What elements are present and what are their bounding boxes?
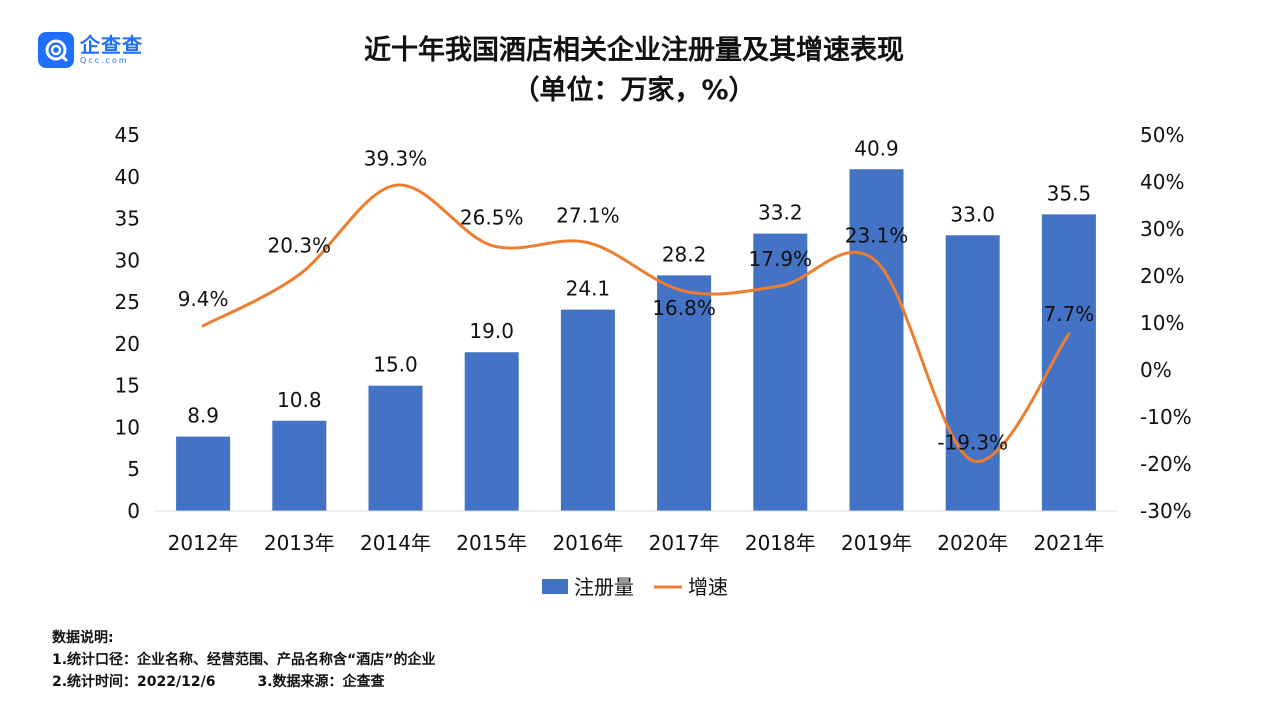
legend-bar-swatch [542, 579, 568, 594]
y-tick-label: 20 [115, 332, 140, 356]
bar [272, 420, 327, 511]
qcc-logo-icon [38, 32, 74, 68]
line-point [778, 284, 782, 288]
y2-tick-label: 0% [1140, 358, 1172, 382]
bar-data-label: 24.1 [566, 277, 611, 301]
y-tick-label: 5 [127, 457, 140, 481]
chart-title: 近十年我国酒店相关企业注册量及其增速表现 [364, 35, 904, 66]
x-tick-label: 2021年 [1033, 531, 1104, 555]
y-tick-label: 10 [115, 415, 140, 439]
y2-tick-label: 30% [1140, 217, 1184, 241]
line-point [586, 241, 590, 245]
line-point [490, 243, 494, 247]
legend-line-label: 增速 [688, 575, 728, 599]
bar [368, 385, 423, 511]
notes-time: 2.统计时间：2022/12/6 [52, 674, 216, 690]
line-data-label: 7.7% [1043, 302, 1094, 326]
x-tick-label: 2017年 [649, 531, 720, 555]
line-data-label: 16.8% [652, 296, 716, 320]
x-tick-label: 2016年 [552, 531, 623, 555]
bar-data-label: 33.0 [950, 202, 995, 226]
line-data-label: -19.3% [937, 431, 1008, 455]
y-tick-label: 0 [127, 499, 140, 523]
bar-data-label: 28.2 [662, 242, 707, 266]
y2-tick-label: 20% [1140, 264, 1184, 288]
x-tick-label: 2014年 [360, 531, 431, 555]
y-tick-label: 30 [115, 248, 140, 272]
line-point [201, 324, 205, 328]
y2-tick-label: -10% [1140, 405, 1192, 429]
line-point [971, 459, 975, 463]
y2-tick-label: -30% [1140, 499, 1192, 523]
bar-data-label: 35.5 [1047, 181, 1092, 205]
line-point [875, 259, 878, 263]
bar [176, 436, 231, 511]
logo-name: 企查查 [80, 33, 143, 57]
x-tick-label: 2015年 [456, 531, 527, 555]
growth-line [202, 183, 1071, 463]
x-tick-label: 2019年 [841, 531, 912, 555]
y-tick-label: 35 [115, 207, 140, 231]
line-point [1067, 332, 1071, 336]
notes-source: 3.数据来源：企查查 [257, 674, 385, 690]
x-tick-label: 2018年 [745, 531, 816, 555]
y2-tick-label: 40% [1140, 170, 1184, 194]
bar-data-label: 15.0 [373, 353, 418, 377]
x-tick-label: 2012年 [168, 531, 239, 555]
logo: 企查查 Qcc.com [38, 32, 143, 68]
line-data-label: 9.4% [178, 287, 229, 311]
chart-subtitle: （单位：万家，%） [512, 75, 756, 106]
notes-line-2: 2.统计时间：2022/12/6 3.数据来源：企查查 [52, 671, 435, 693]
bar [849, 169, 904, 511]
y2-tick-label: -20% [1140, 452, 1192, 476]
line-data-label: 23.1% [845, 223, 909, 247]
bar-data-label: 19.0 [469, 319, 514, 343]
line-point [394, 183, 397, 187]
data-notes: 数据说明: 1.统计口径：企业名称、经营范围、产品名称含“酒店”的企业 2.统计… [52, 627, 435, 693]
y-tick-label: 25 [115, 290, 140, 314]
line-data-label: 17.9% [749, 247, 813, 271]
y-tick-label: 40 [115, 165, 140, 189]
bar [464, 352, 519, 511]
y2-tick-label: 10% [1140, 311, 1184, 335]
line-data-label: 27.1% [556, 204, 620, 228]
bar-data-label: 8.9 [187, 404, 219, 428]
bar [657, 275, 712, 511]
logo-sub: Qcc.com [80, 56, 129, 65]
notes-heading: 数据说明: [52, 630, 114, 646]
line-data-label: 39.3% [364, 146, 428, 170]
bar [560, 309, 615, 511]
y-tick-label: 15 [115, 374, 140, 398]
bar-data-label: 40.9 [854, 136, 899, 160]
bar [1041, 214, 1096, 511]
line-data-label: 26.5% [460, 205, 524, 229]
bar-data-label: 10.8 [277, 388, 322, 412]
line-point [682, 289, 686, 293]
y2-tick-label: 50% [1140, 123, 1184, 147]
legend-bar-label: 注册量 [574, 575, 634, 599]
line-point [297, 273, 301, 277]
bar-data-label: 33.2 [758, 201, 803, 225]
line-data-label: 20.3% [268, 234, 332, 258]
x-tick-label: 2013年 [264, 531, 335, 555]
y-tick-label: 45 [115, 123, 140, 147]
bar [945, 235, 1000, 511]
notes-line-1: 1.统计口径：企业名称、经营范围、产品名称含“酒店”的企业 [52, 652, 436, 668]
bar [753, 233, 808, 511]
x-tick-label: 2020年 [937, 531, 1008, 555]
